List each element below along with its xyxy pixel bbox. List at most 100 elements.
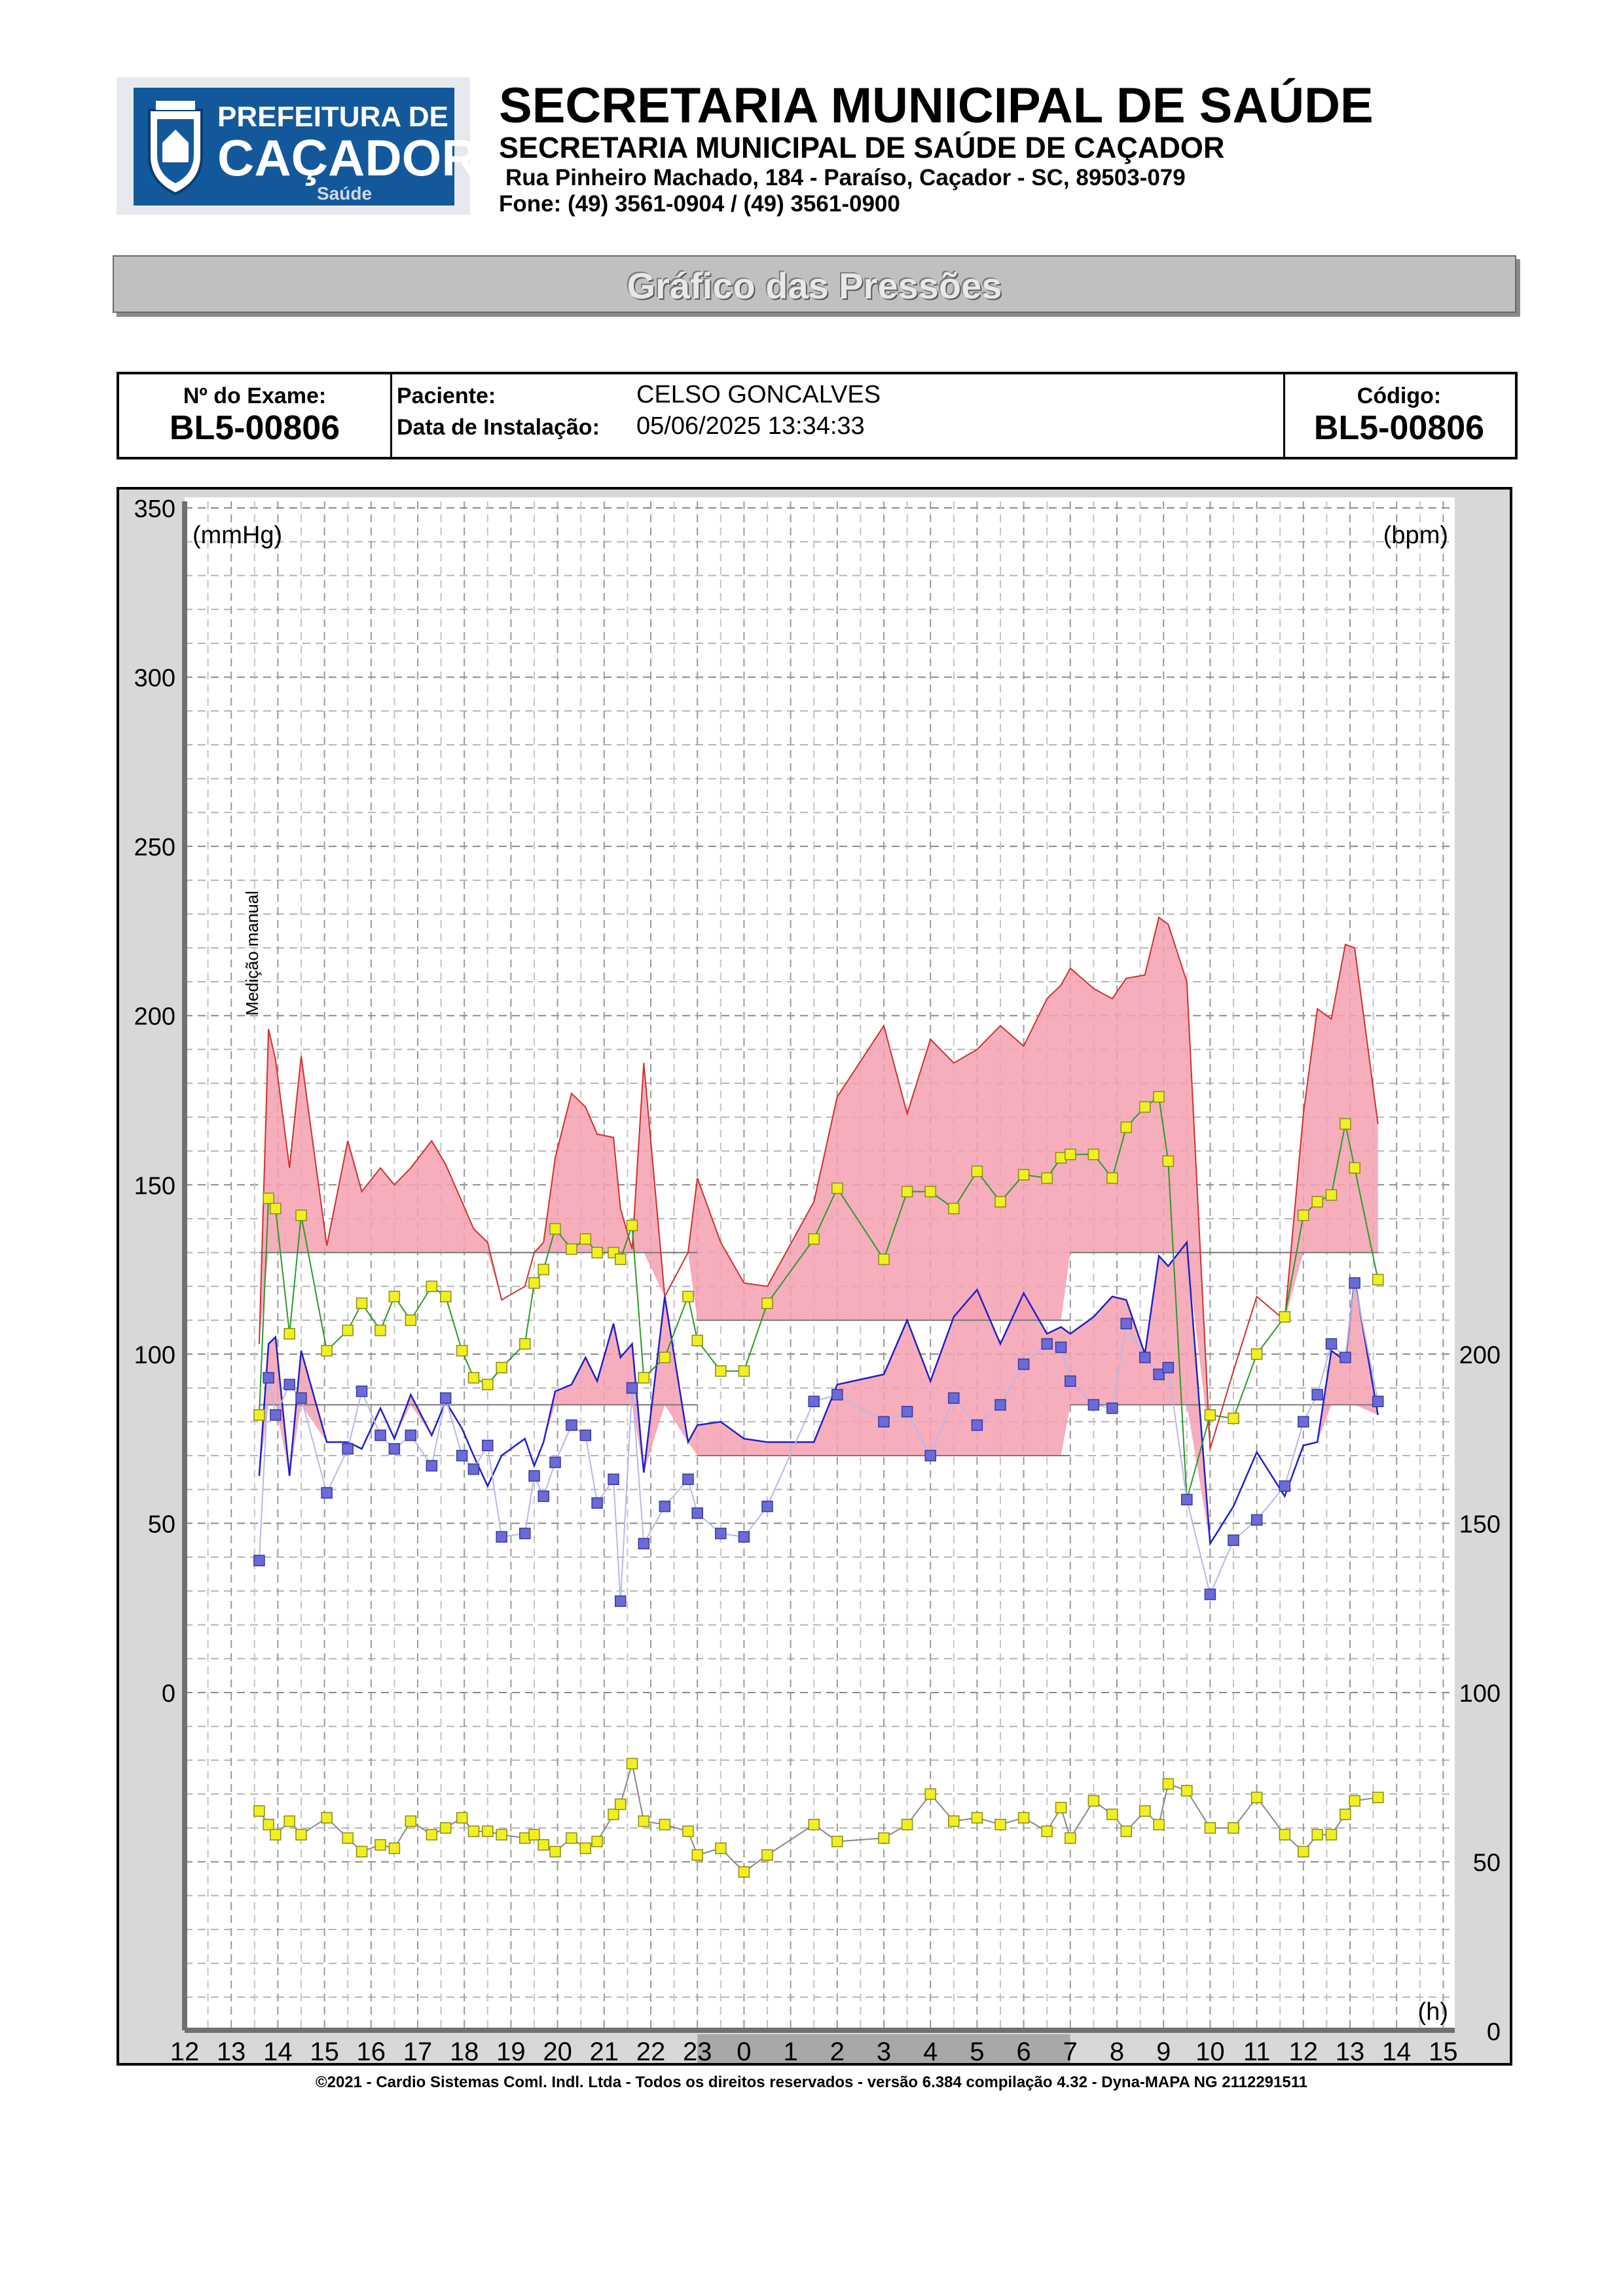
mean-marker: [626, 1219, 638, 1232]
pressure-marker: [566, 1419, 577, 1431]
mean-marker: [1325, 1189, 1338, 1201]
x-tick-label: 2: [830, 2037, 845, 2063]
mean-marker: [831, 1182, 843, 1194]
axes: [182, 501, 1455, 2067]
heart-rate-marker: [1340, 1808, 1351, 1820]
x-tick-label: 8: [1110, 2037, 1124, 2063]
heart-rate-marker: [1017, 1812, 1030, 1824]
heart-rate-marker: [1120, 1825, 1132, 1837]
heart-rate-marker: [948, 1815, 960, 1827]
heart-rate-marker: [253, 1805, 265, 1817]
pressure-marker: [283, 1378, 295, 1391]
heart-rate-marker: [659, 1818, 671, 1831]
pressure-marker: [924, 1450, 936, 1462]
code-value: BL5-00806: [1313, 409, 1485, 447]
x-tick-label: 14: [1382, 2037, 1412, 2063]
logo: PREFEITURA DE CAÇADOR Saúde: [117, 77, 479, 215]
pressure-marker: [1087, 1399, 1100, 1411]
mean-marker: [682, 1291, 694, 1302]
left-axis-label: (mmHg): [192, 522, 282, 549]
mean-marker: [528, 1277, 540, 1289]
mean-marker: [467, 1372, 480, 1384]
pressure-marker: [878, 1416, 890, 1428]
pressure-marker: [901, 1406, 913, 1418]
pressure-marker: [426, 1460, 438, 1472]
heart-rate-marker: [901, 1818, 913, 1831]
mean-marker: [374, 1324, 386, 1336]
x-tick-label: 3: [877, 2037, 891, 2063]
mean-marker: [808, 1233, 820, 1245]
heart-rate-marker: [283, 1815, 295, 1827]
pressure-chart-frame: 350 300 250 200 150 100 50 0 200 150 100 50 0 12 13 14 1…: [117, 487, 1512, 2067]
mean-marker: [405, 1314, 417, 1326]
heart-rate-marker: [971, 1812, 983, 1824]
heart-rate-marker: [456, 1812, 468, 1824]
mean-marker: [761, 1297, 773, 1310]
x-tick-label: 4: [923, 2037, 938, 2063]
x-tick-label: 19: [496, 2037, 526, 2063]
mean-marker: [1087, 1148, 1100, 1160]
mean-marker: [1340, 1118, 1351, 1130]
x-tick-label: 7: [1063, 2037, 1078, 2063]
heart-rate-marker: [614, 1798, 627, 1810]
mean-marker: [591, 1246, 603, 1259]
pressure-marker: [295, 1392, 307, 1404]
mean-marker: [971, 1165, 983, 1177]
heart-rate-marker: [388, 1842, 401, 1854]
gridlines: [184, 501, 1455, 2030]
diastolic-excess-area: [259, 1242, 1378, 1544]
pressure-marker: [691, 1507, 703, 1519]
mean-marker: [1250, 1348, 1263, 1360]
crest-icon: [148, 101, 203, 196]
heart-rate-marker: [1228, 1822, 1239, 1834]
heart-rate-marker: [549, 1846, 561, 1857]
mean-marker: [1139, 1101, 1151, 1113]
heart-rate-marker: [626, 1757, 638, 1770]
patient-cell: Paciente: CELSO GONCALVES Data de Instal…: [390, 374, 1285, 457]
mean-marker: [356, 1297, 368, 1310]
mean-marker: [1153, 1091, 1165, 1103]
mean-marker: [638, 1372, 650, 1384]
patient-value: CELSO GONCALVES: [636, 381, 881, 408]
pressure-marker: [1106, 1402, 1118, 1414]
heart-rate-marker: [808, 1818, 820, 1831]
x-tick-label: 21: [590, 2037, 619, 2063]
exam-info-table: Nº do Exame: BL5-00806 Paciente: CELSO G…: [117, 372, 1518, 459]
right-axis-label: (bpm): [1383, 522, 1448, 549]
header-phone: Fone: (49) 3561-0904 / (49) 3561-0900: [499, 191, 900, 217]
patient-label: Paciente:: [397, 384, 496, 408]
heart-rate-marker: [566, 1832, 577, 1844]
mean-marker: [1349, 1162, 1360, 1174]
heart-rate-marker: [1181, 1785, 1193, 1797]
pressure-marker: [994, 1399, 1006, 1411]
heart-rate-marker: [405, 1815, 417, 1827]
x-tick-label: 18: [450, 2037, 479, 2063]
night-period-band: [697, 2034, 1070, 2067]
left-tick-label: 150: [134, 1172, 175, 1200]
mean-marker: [1204, 1409, 1216, 1421]
heart-rate-marker: [638, 1815, 650, 1827]
heart-rate-marker: [426, 1829, 438, 1840]
x-tick-label: 23: [683, 2037, 712, 2063]
left-tick-label: 200: [134, 1003, 175, 1031]
header-title: SECRETARIA MUNICIPAL DE SAÚDE: [499, 78, 1374, 134]
heart-rate-marker: [1106, 1808, 1118, 1820]
heart-rate-marker: [1087, 1795, 1100, 1807]
pressure-marker: [263, 1372, 274, 1384]
pressure-marker: [253, 1554, 265, 1567]
right-tick-label: 200: [1459, 1342, 1501, 1369]
mean-marker: [263, 1193, 274, 1204]
pressure-marker: [614, 1595, 627, 1607]
pressure-marker: [496, 1531, 507, 1543]
heart-rate-marker: [528, 1829, 540, 1840]
heart-rate-marker: [1325, 1829, 1338, 1840]
exam-number-label: Nº do Exame:: [183, 384, 327, 408]
x-tick-label: 15: [310, 2037, 338, 2063]
pressure-marker: [682, 1473, 694, 1485]
mean-marker: [579, 1233, 592, 1245]
pressure-marker: [1162, 1361, 1175, 1374]
pressure-marker: [321, 1487, 333, 1499]
pressure-marker: [405, 1429, 417, 1441]
pressure-marker: [270, 1409, 282, 1421]
pressure-marker: [374, 1429, 386, 1441]
